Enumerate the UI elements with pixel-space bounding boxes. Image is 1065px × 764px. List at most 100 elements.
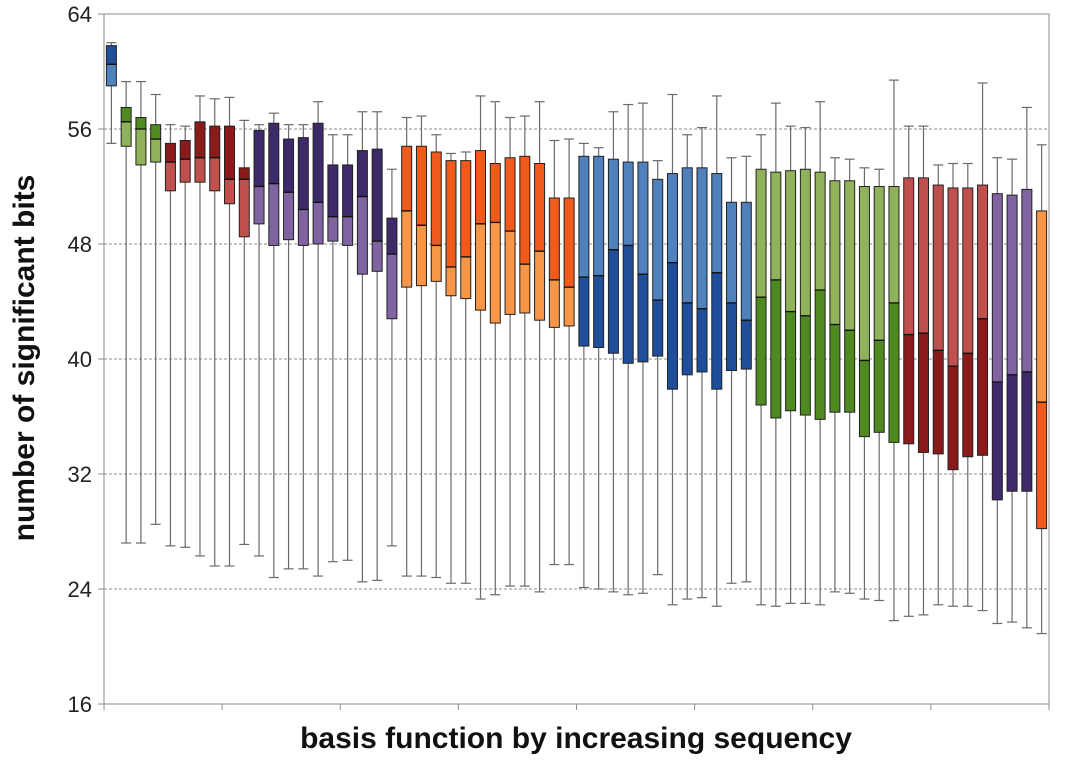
box-10 xyxy=(238,119,250,546)
box-lower-half xyxy=(903,334,915,445)
box-50 xyxy=(829,157,841,593)
box-lower-half xyxy=(460,256,472,300)
box-25 xyxy=(460,151,472,584)
box-16 xyxy=(327,134,339,563)
box-upper-half xyxy=(814,171,826,291)
y-tick-label: 48 xyxy=(68,232,92,257)
box-upper-half xyxy=(858,186,870,361)
box-upper-half xyxy=(755,168,767,298)
box-57 xyxy=(932,164,944,606)
box-lower-half xyxy=(519,263,531,314)
box-lower-half xyxy=(401,210,413,288)
box-42 xyxy=(711,95,723,607)
box-lower-half xyxy=(297,209,309,246)
box-lower-half xyxy=(947,365,959,471)
box-upper-half xyxy=(268,122,280,185)
box-27 xyxy=(489,101,501,596)
box-lower-half xyxy=(135,128,147,166)
box-39 xyxy=(666,93,678,606)
box-lower-half xyxy=(268,183,280,246)
box-lower-half xyxy=(814,289,826,420)
box-lower-half xyxy=(873,339,885,433)
box-upper-half xyxy=(593,155,605,277)
box-44 xyxy=(740,155,752,583)
box-52 xyxy=(858,167,870,600)
axes: 16 24 32 40 48 56 64 xyxy=(68,2,1050,717)
box-38 xyxy=(652,160,664,576)
y-tick-label: 40 xyxy=(68,347,92,372)
box-37 xyxy=(637,102,649,594)
box-7 xyxy=(194,95,206,557)
box-upper-half xyxy=(962,187,974,354)
box-59 xyxy=(962,162,974,607)
box-upper-half xyxy=(297,137,309,210)
box-lower-half xyxy=(120,121,132,147)
box-23 xyxy=(430,134,442,579)
box-8 xyxy=(209,98,221,567)
box-upper-half xyxy=(947,187,959,367)
box-upper-half xyxy=(785,170,797,313)
box-upper-half xyxy=(534,163,546,252)
y-tick-label: 16 xyxy=(68,692,92,717)
box-lower-half xyxy=(755,296,767,406)
box-upper-half xyxy=(563,197,575,288)
box-lower-half xyxy=(622,244,634,364)
box-upper-half xyxy=(740,201,752,321)
box-upper-half xyxy=(903,177,915,336)
box-lower-half xyxy=(371,240,383,272)
box-upper-half xyxy=(371,148,383,242)
box-43 xyxy=(726,157,738,584)
box-upper-half xyxy=(179,140,191,160)
box-upper-half xyxy=(224,125,236,180)
box-upper-half xyxy=(105,45,117,65)
box-upper-half xyxy=(312,122,324,203)
box-56 xyxy=(917,125,929,616)
box-20 xyxy=(386,168,398,547)
box-lower-half xyxy=(578,276,590,347)
box-upper-half xyxy=(917,177,929,334)
box-upper-half xyxy=(696,167,708,310)
box-lower-half xyxy=(356,196,368,275)
box-6 xyxy=(179,125,191,548)
box-upper-half xyxy=(519,155,531,265)
box-upper-half xyxy=(637,161,649,275)
box-upper-half xyxy=(844,180,856,331)
box-upper-half xyxy=(1036,210,1048,403)
box-upper-half xyxy=(460,160,472,258)
box-upper-half xyxy=(799,168,811,317)
box-36 xyxy=(622,103,634,596)
y-tick-label: 24 xyxy=(68,577,92,602)
box-upper-half xyxy=(283,138,295,193)
box-lower-half xyxy=(489,221,501,324)
box-upper-half xyxy=(829,180,841,325)
box-21 xyxy=(401,116,413,577)
box-13 xyxy=(283,124,295,570)
box-upper-half xyxy=(194,121,206,159)
box-lower-half xyxy=(475,223,487,311)
y-tick-label: 56 xyxy=(68,117,92,142)
box-upper-half xyxy=(356,150,368,198)
box-upper-half xyxy=(622,161,634,246)
box-upper-half xyxy=(342,164,354,218)
box-24 xyxy=(445,152,457,584)
box-upper-half xyxy=(681,167,693,304)
box-lower-half xyxy=(770,279,782,419)
box-60 xyxy=(977,82,989,612)
box-upper-half xyxy=(489,163,501,223)
box-lower-half xyxy=(342,216,354,246)
box-upper-half xyxy=(666,173,678,264)
box-lower-half xyxy=(844,329,856,413)
box-17 xyxy=(342,134,354,561)
box-lower-half xyxy=(1036,401,1048,530)
box-upper-half xyxy=(578,155,590,278)
box-5 xyxy=(164,124,176,547)
box-30 xyxy=(534,101,546,593)
box-lower-half xyxy=(312,201,324,245)
box-upper-half xyxy=(607,158,619,251)
box-62 xyxy=(1006,158,1018,623)
box-2 xyxy=(120,80,132,544)
box-lower-half xyxy=(681,302,693,376)
box-26 xyxy=(475,95,487,600)
box-lower-half xyxy=(563,286,575,327)
